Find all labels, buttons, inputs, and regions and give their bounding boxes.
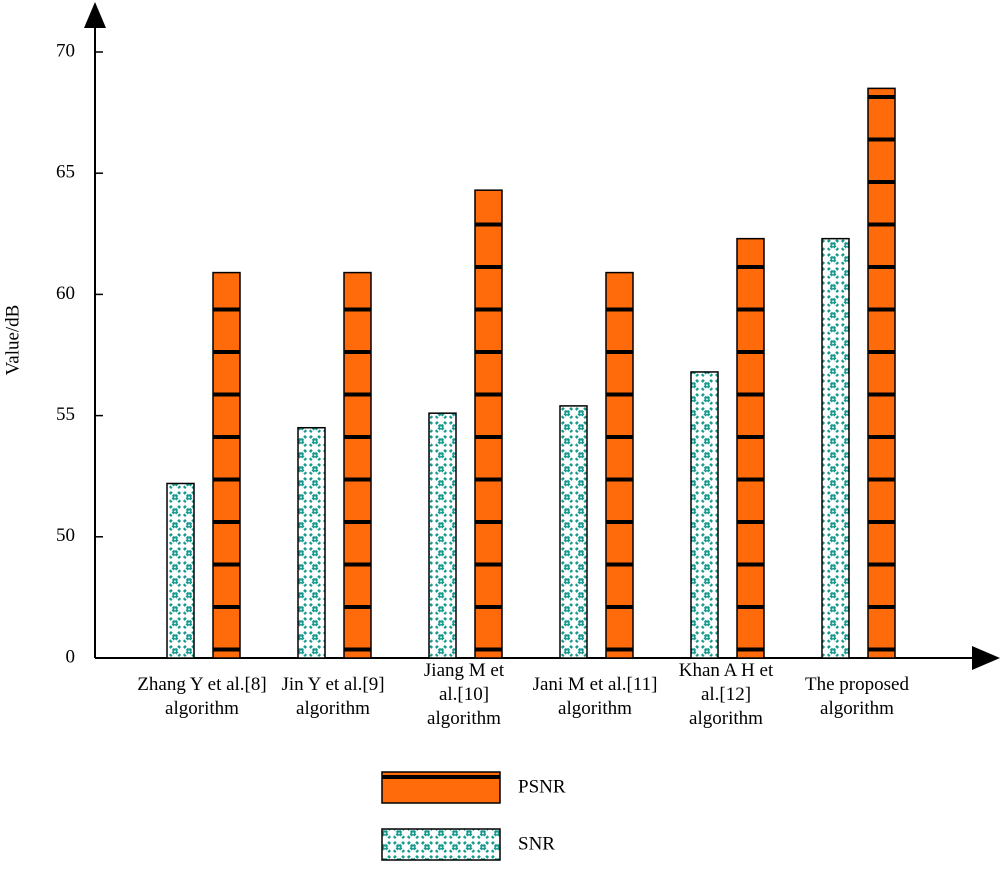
x-arrow [972, 646, 1000, 670]
y-arrow [84, 2, 106, 28]
y-tick-label: 70 [56, 40, 75, 61]
x-tick-label: Zhang Y et al.[8] algorithm [137, 674, 266, 719]
legend-swatch [381, 771, 501, 804]
legend-label: PSNR [518, 776, 566, 797]
bar [166, 482, 195, 659]
y-tick-label: 50 [56, 525, 75, 546]
y-tick-label: 0 [66, 646, 76, 667]
bar [867, 87, 896, 659]
bar [605, 271, 634, 659]
y-axis-label: Value/dB [2, 305, 23, 376]
y-tick-label: 65 [56, 162, 75, 183]
y-tick-label: 60 [56, 283, 75, 304]
bar [343, 271, 372, 659]
x-tick-label: Jiang M et al.[10] algorithm [424, 660, 505, 729]
bar [297, 426, 326, 659]
x-tick-label: Jani M et al.[11] algorithm [533, 674, 658, 719]
y-tick-label: 55 [56, 404, 75, 425]
bar [212, 271, 241, 659]
legend-label: SNR [518, 833, 555, 854]
bar [428, 412, 457, 659]
bar [559, 405, 588, 659]
x-tick-label: Khan A H et al.[12] algorithm [679, 660, 774, 729]
x-tick-label: Jin Y et al.[9] algorithm [281, 674, 384, 719]
bar [690, 371, 719, 659]
x-tick-label: The proposed algorithm [805, 674, 909, 719]
bar [736, 237, 765, 659]
bar [474, 189, 503, 659]
legend-swatch [381, 828, 501, 861]
bar [821, 237, 850, 659]
